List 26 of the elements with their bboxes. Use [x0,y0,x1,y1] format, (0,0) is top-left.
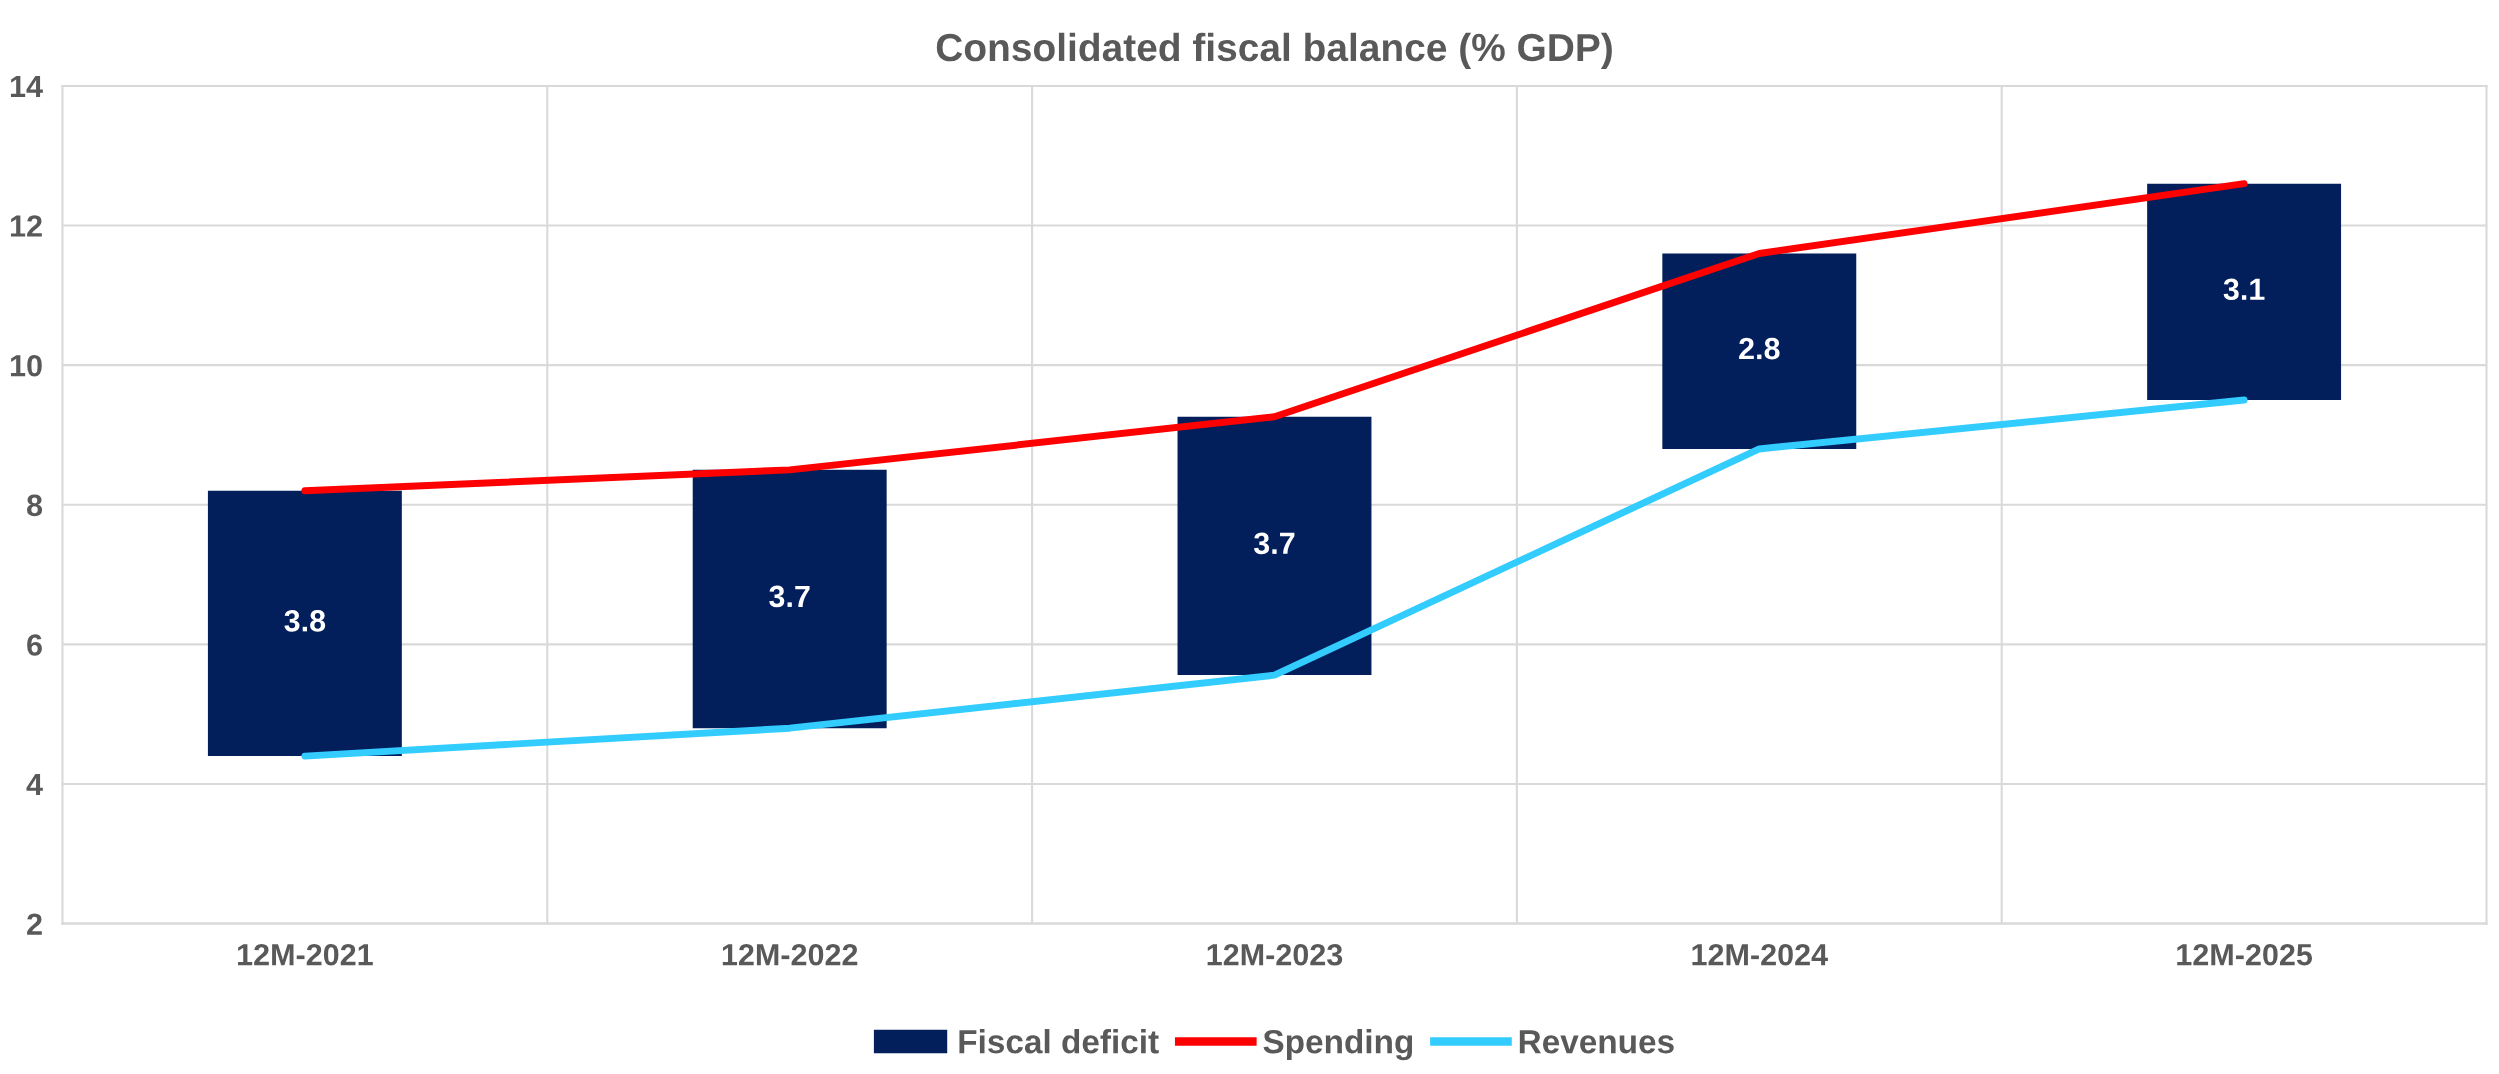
bar [1177,416,1372,676]
y-tick-label: 8 [27,494,43,517]
data-label: 3.8 [284,610,326,632]
legend-label: Revenues [1519,1030,1674,1054]
bar [1662,253,1857,449]
x-tick-label: 12M-2023 [1207,943,1343,966]
data-label: 2.8 [1739,337,1780,360]
x-tick-label: 12M-2021 [238,943,373,966]
y-tick-label: 14 [10,75,43,97]
y-tick-label: 2 [27,913,42,935]
x-tick-label: 12M-2025 [2177,943,2313,966]
data-label: 3.7 [1253,532,1295,555]
data-label: 3.7 [769,585,810,608]
bar [692,469,887,729]
y-tick-label: 10 [10,354,42,377]
y-tick-label: 12 [10,215,42,237]
legend-label: Fiscal deficit [959,1029,1159,1054]
y-tick-label: 4 [26,774,43,796]
y-tick-label: 6 [27,634,42,656]
bar [207,490,402,757]
bar [2147,183,2342,401]
x-tick-label: 12M-2022 [722,943,858,966]
x-tick-label: 12M-2024 [1692,943,1828,966]
data-label: 3.1 [2223,278,2265,301]
chart-title: Consolidated fiscal balance (% GDP) [936,32,1612,69]
legend-label: Spending [1263,1029,1413,1061]
